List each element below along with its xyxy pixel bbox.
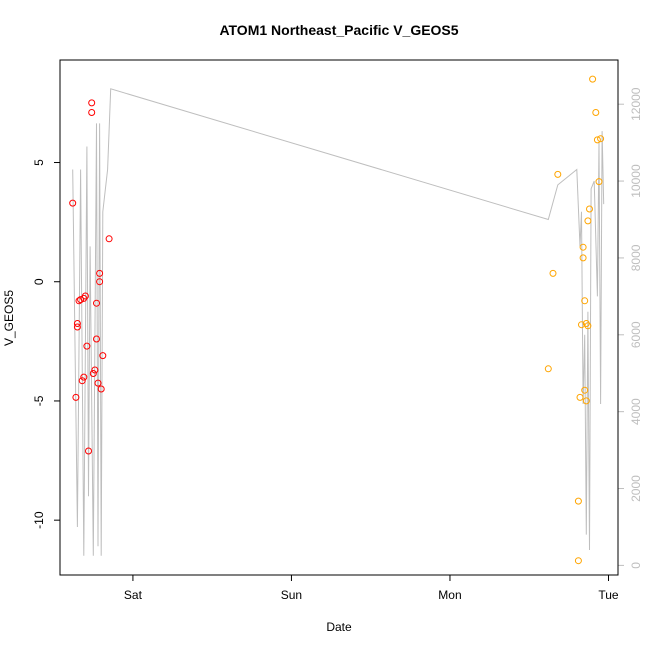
data-point-series-2 — [574, 557, 582, 565]
y-tick-label: -10 — [32, 511, 46, 529]
data-point-series-2 — [595, 178, 603, 186]
data-point-series-1 — [77, 296, 85, 304]
data-point-series-1 — [83, 342, 91, 350]
data-point-series-1 — [80, 373, 88, 381]
altitude-series — [72, 88, 605, 556]
data-point-series-2 — [554, 170, 562, 178]
data-point-series-2 — [581, 297, 589, 305]
y-axis-label: V_GEOS5 — [2, 290, 16, 346]
y-tick-label: -5 — [32, 395, 46, 406]
data-point-series-2 — [579, 243, 587, 251]
data-point-series-2 — [549, 269, 557, 277]
data-points — [69, 75, 605, 565]
data-point-series-1 — [85, 447, 92, 455]
data-point-series-2 — [592, 109, 600, 116]
data-point-series-2 — [582, 397, 590, 405]
x-axis-label: Date — [326, 620, 352, 634]
data-point-series-2 — [576, 393, 584, 401]
data-point-series-2 — [589, 75, 597, 83]
y2-tick-label: 6000 — [629, 321, 643, 348]
altitude-line — [72, 88, 605, 556]
plot-frame — [59, 59, 619, 576]
data-point-series-1 — [93, 299, 100, 307]
data-point-series-1 — [78, 377, 86, 385]
data-point-series-1 — [96, 269, 104, 277]
data-point-series-1 — [96, 278, 104, 286]
data-point-series-2 — [578, 321, 585, 329]
data-point-series-1 — [88, 99, 96, 107]
data-point-series-1 — [105, 235, 113, 243]
data-point-series-1 — [93, 335, 100, 343]
axes: Sat Sun Mon Tue -10 -5 0 5 0 2000 4000 6000 8000 1000… — [32, 87, 643, 602]
data-point-series-2 — [593, 136, 601, 144]
y2-tick-label: 8000 — [629, 244, 643, 271]
y-tick-label: 5 — [32, 159, 46, 166]
y2-tick-label: 10000 — [629, 164, 643, 198]
x-tick-label: Tue — [598, 588, 619, 602]
data-point-series-1 — [72, 393, 80, 401]
data-point-series-2 — [544, 365, 552, 373]
data-point-series-1 — [99, 352, 107, 360]
data-point-series-2 — [584, 322, 592, 330]
y2-tick-label: 0 — [629, 562, 643, 569]
data-point-series-2 — [597, 135, 605, 143]
y2-tick-label: 12000 — [629, 87, 643, 121]
data-point-series-1 — [97, 385, 105, 393]
data-point-series-2 — [579, 254, 587, 262]
data-point-series-1 — [73, 323, 81, 331]
data-point-series-2 — [574, 497, 582, 505]
data-point-series-2 — [586, 205, 593, 213]
data-point-series-2 — [581, 386, 589, 394]
data-point-series-1 — [94, 379, 102, 387]
data-point-series-1 — [81, 292, 89, 300]
data-point-series-1 — [89, 370, 97, 377]
x-tick-label: Mon — [438, 588, 461, 602]
chart-title: ATOM1 Northeast_Pacific V_GEOS5 — [219, 22, 458, 38]
x-tick-label: Sun — [281, 588, 302, 602]
data-point-series-2 — [584, 217, 592, 225]
data-point-series-1 — [91, 366, 99, 374]
data-point-series-1 — [73, 320, 81, 327]
y2-tick-label: 2000 — [629, 475, 643, 502]
data-point-series-1 — [69, 199, 77, 207]
data-point-series-1 — [88, 109, 96, 116]
y2-tick-label: 4000 — [629, 398, 643, 425]
x-tick-label: Sat — [124, 588, 143, 602]
y-tick-label: 0 — [32, 278, 46, 285]
